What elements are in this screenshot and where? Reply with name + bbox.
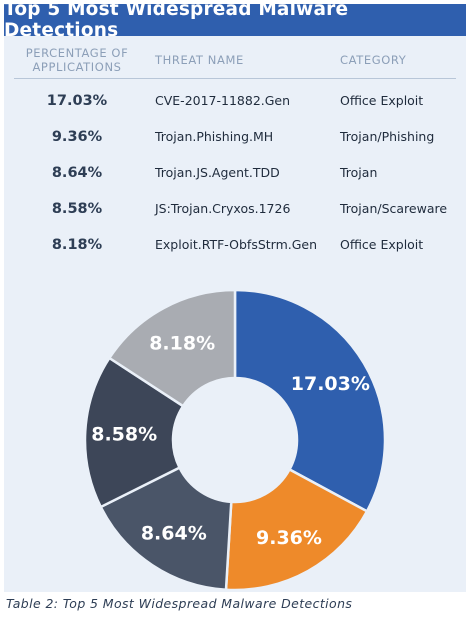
row-threat-name: Trojan.JS.Agent.TDD: [155, 165, 280, 180]
table-row: 9.36% Trojan.Phishing.MH Trojan/Phishing: [4, 124, 466, 150]
row-category: Office Exploit: [340, 237, 424, 252]
donut-slice-1: [233, 288, 387, 513]
table-row: 8.58% JS:Trojan.Cryxos.1726 Trojan/Scare…: [4, 196, 466, 222]
donut-slice-5: [107, 288, 237, 408]
donut-slice-3: [99, 465, 233, 592]
slice-label-4: 8.58%: [91, 424, 157, 446]
row-category: Office Exploit: [340, 93, 424, 108]
row-category: Trojan: [340, 165, 378, 180]
table-row: 8.64% Trojan.JS.Agent.TDD Trojan: [4, 160, 466, 186]
donut-chart: 17.03% 9.36% 8.64% 8.58% 8.18%: [83, 288, 387, 592]
header-divider: [14, 78, 456, 79]
row-percentage: 8.58%: [51, 201, 103, 217]
row-category: Trojan/Scareware: [340, 201, 448, 216]
table-row: 17.03% CVE-2017-11882.Gen Office Exploit: [4, 88, 466, 114]
infographic: Top 5 Most Widespread Malware Detections…: [4, 0, 466, 592]
row-category: Trojan/Phishing: [340, 129, 435, 144]
slice-label-1: 17.03%: [291, 373, 370, 395]
header-percentage: PERCENTAGE OF APPLICATIONS: [25, 46, 129, 74]
row-threat-name: CVE-2017-11882.Gen: [155, 93, 291, 108]
header-category: CATEGORY: [340, 53, 407, 67]
donut-slice-4: [83, 356, 185, 509]
donut-slice-2: [224, 467, 369, 592]
slice-label-2: 9.36%: [256, 527, 322, 549]
content-panel: PERCENTAGE OF APPLICATIONS THREAT NAME C…: [4, 36, 466, 592]
header-threat-name: THREAT NAME: [155, 53, 244, 67]
chart-title: Top 5 Most Widespread Malware Detections: [4, 0, 466, 41]
row-threat-name: Exploit.RTF-ObfsStrm.Gen: [155, 237, 318, 252]
slice-label-3: 8.64%: [141, 523, 207, 545]
figure-caption: Table 2: Top 5 Most Widespread Malware D…: [6, 596, 353, 611]
table-row: 8.18% Exploit.RTF-ObfsStrm.Gen Office Ex…: [4, 232, 466, 258]
row-threat-name: Trojan.Phishing.MH: [155, 129, 274, 144]
row-percentage: 17.03%: [46, 93, 108, 109]
slice-label-5: 8.18%: [149, 332, 215, 354]
row-percentage: 8.64%: [51, 165, 103, 181]
row-percentage: 8.18%: [51, 237, 103, 253]
row-threat-name: JS:Trojan.Cryxos.1726: [155, 201, 291, 216]
row-percentage: 9.36%: [51, 129, 103, 145]
